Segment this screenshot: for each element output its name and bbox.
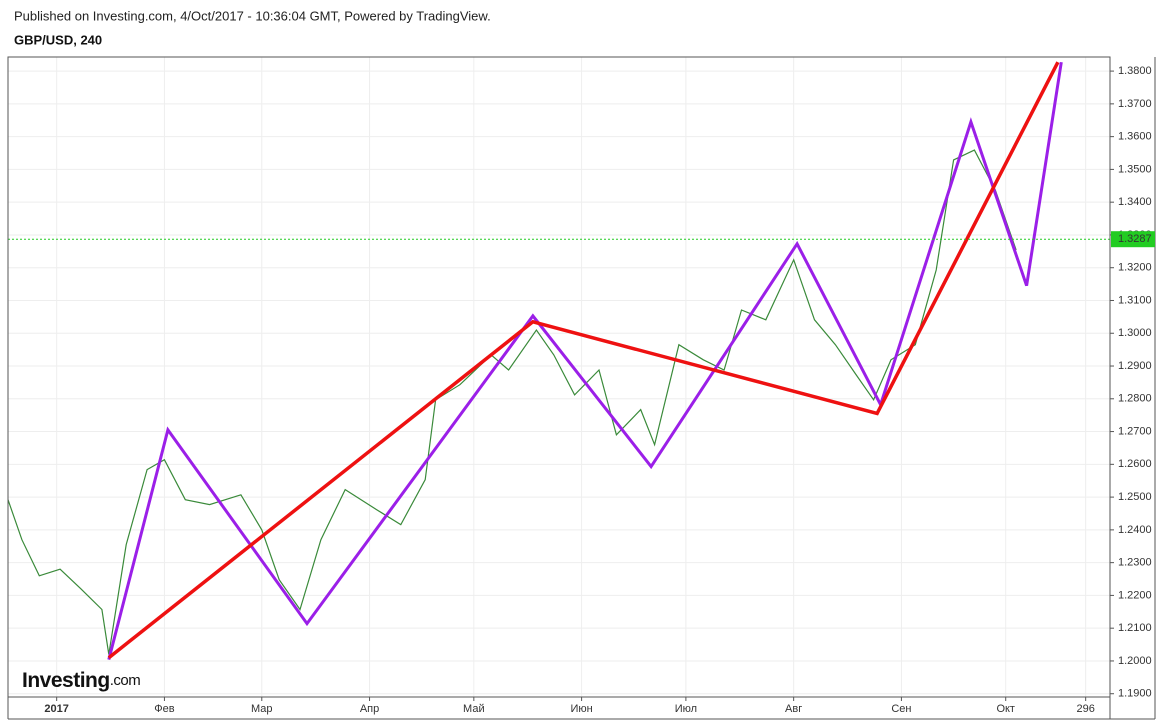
y-tick-label: 1.2200 [1118, 589, 1152, 601]
y-tick-label: 1.3200 [1118, 262, 1152, 274]
x-tick-label: Окт [996, 703, 1015, 715]
y-tick-label: 1.3600 [1118, 131, 1152, 143]
y-tick-label: 1.3100 [1118, 294, 1152, 306]
x-tick-label: 2017 [44, 703, 68, 715]
x-tick-label: Авг [785, 703, 802, 715]
header: Published on Investing.com, 4/Oct/2017 -… [14, 8, 491, 23]
chart-title: GBP/USD, 240 [14, 32, 102, 47]
y-tick-label: 1.2900 [1118, 360, 1152, 372]
y-tick-label: 1.2500 [1118, 491, 1152, 503]
x-tick-label: Апр [360, 703, 379, 715]
y-tick-label: 1.3500 [1118, 163, 1152, 175]
y-tick-label: 1.3700 [1118, 98, 1152, 110]
y-tick-label: 1.3400 [1118, 196, 1152, 208]
y-tick-label: 1.2600 [1118, 458, 1152, 470]
y-tick-label: 1.3800 [1118, 65, 1152, 77]
x-tick-label: Июн [570, 703, 592, 715]
x-tick-label: Май [463, 703, 485, 715]
x-tick-label: Июл [675, 703, 697, 715]
y-tick-label: 1.2300 [1118, 557, 1152, 569]
plot-border [7, 56, 1111, 698]
line-series [107, 61, 1060, 660]
y-tick-label: 1.2400 [1118, 524, 1152, 536]
x-tick-label: Фев [154, 703, 174, 715]
y-tick-label: 1.1900 [1118, 688, 1152, 700]
line-series [107, 61, 1063, 660]
y-tick-label: 1.2700 [1118, 425, 1152, 437]
y-tick-label: 1.2000 [1118, 655, 1152, 667]
line-series [7, 149, 1017, 655]
x-tick-label: Мар [251, 703, 273, 715]
logo: Investing.com [22, 669, 140, 692]
y-tick-label: 1.2100 [1118, 622, 1152, 634]
last-price-box [1111, 231, 1155, 248]
y-tick-label: 1.3000 [1118, 327, 1152, 339]
x-tick-label: 296 [1076, 703, 1094, 715]
y-tick-label: 1.2800 [1118, 393, 1152, 405]
x-tick-label: Сен [891, 703, 911, 715]
last-price-label: 1.3287 [1118, 233, 1152, 245]
